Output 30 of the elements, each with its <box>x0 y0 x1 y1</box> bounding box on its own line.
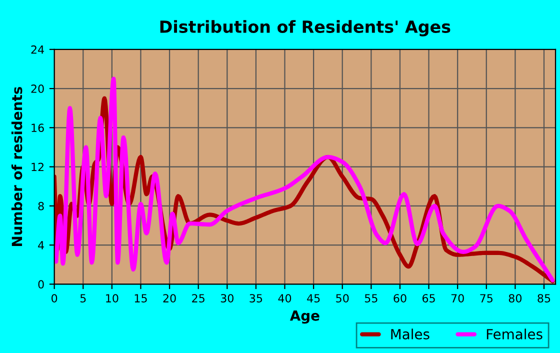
y-tick-label: 16 <box>32 124 44 132</box>
y-tick-label: 20 <box>31 84 44 93</box>
y-tick-label: 0 <box>38 280 44 289</box>
chart-title: Distribution of Residents' Ages <box>160 20 450 36</box>
legend-label: Females <box>486 328 542 340</box>
x-tick-label: 30 <box>220 294 234 302</box>
x-tick-label: 40 <box>278 294 292 302</box>
y-tick-label: 8 <box>38 202 44 210</box>
x-tick-label: 60 <box>394 294 406 302</box>
x-tick-label: 65 <box>422 294 435 302</box>
x-tick-label: 45 <box>307 294 320 302</box>
x-tick-label: 55 <box>364 294 378 302</box>
x-tick-label: 20 <box>163 294 176 302</box>
x-axis-title: Age <box>290 310 320 324</box>
x-tick-label: 15 <box>134 294 147 302</box>
x-tick-label: 80 <box>508 294 522 302</box>
x-tick-label: 35 <box>250 294 262 302</box>
x-tick-label: 75 <box>480 294 492 302</box>
x-tick-label: 5 <box>80 294 86 302</box>
legend-label: Males <box>391 328 430 340</box>
x-tick-label: 0 <box>52 294 58 302</box>
x-tick-label: 85 <box>538 294 550 302</box>
x-tick-label: 25 <box>192 294 204 302</box>
y-tick-label: 24 <box>31 45 44 54</box>
x-tick-label: 50 <box>336 294 349 302</box>
x-tick-label: 10 <box>106 294 118 302</box>
x-tick-label: 70 <box>451 294 464 302</box>
y-axis-title: Number of residents <box>11 87 22 246</box>
y-tick-label: 4 <box>38 241 44 250</box>
y-tick-label: 12 <box>32 162 44 172</box>
